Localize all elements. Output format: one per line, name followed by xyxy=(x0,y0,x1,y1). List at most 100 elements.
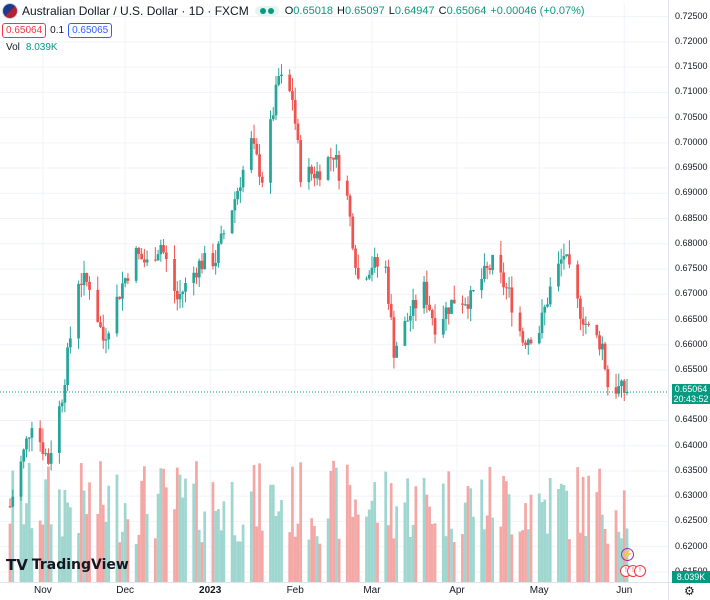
candle-body xyxy=(293,99,297,124)
volume-bar xyxy=(318,543,322,582)
candle-body xyxy=(504,287,508,289)
ohlc-high: H0.65097 xyxy=(337,5,385,17)
candle-body xyxy=(373,257,377,268)
candle-body xyxy=(334,154,338,160)
volume-bar xyxy=(44,479,48,582)
candle-body xyxy=(19,461,23,497)
candle-body xyxy=(461,303,464,305)
candle-body xyxy=(463,304,467,306)
candle-body xyxy=(422,281,426,309)
symbol-title[interactable]: Australian Dollar / U.S. Dollar · 1D · F… xyxy=(22,4,249,18)
candle-body xyxy=(296,123,300,141)
volume-bar xyxy=(85,514,89,582)
volume-bar xyxy=(60,536,64,582)
volume-bar xyxy=(584,536,588,582)
volume-bar xyxy=(376,522,379,582)
candle-body xyxy=(27,437,31,439)
buy-button[interactable]: 0.65065 xyxy=(68,22,113,38)
volume-bar xyxy=(504,481,508,582)
price-tick-label: 0.69500 xyxy=(675,162,708,173)
candle-body xyxy=(617,385,621,394)
candle-body xyxy=(622,380,626,393)
candle-body xyxy=(88,281,91,290)
candle-body xyxy=(236,191,239,200)
price-tick-label: 0.72000 xyxy=(675,35,708,46)
candle-body xyxy=(145,259,149,263)
volume-bar xyxy=(200,542,204,582)
flash-icon[interactable]: ⚡ xyxy=(621,548,634,561)
volume-bar xyxy=(488,466,492,582)
volume-bar xyxy=(66,502,69,582)
settings-gear-icon[interactable]: ⚙ xyxy=(684,584,695,598)
price-tick-label: 0.62000 xyxy=(675,540,708,551)
candle-body xyxy=(121,283,124,299)
volume-bar xyxy=(249,491,253,582)
sell-button[interactable]: 0.65064 xyxy=(2,22,47,38)
candle-body xyxy=(447,307,451,314)
volume-bar xyxy=(181,497,185,582)
volume-value: 8.039K xyxy=(25,42,58,53)
volume-bar xyxy=(219,530,223,582)
volume-bar xyxy=(101,504,105,582)
time-tick-label: Dec xyxy=(116,585,135,596)
price-tick-label: 0.66500 xyxy=(675,313,708,324)
volume-bar xyxy=(236,541,239,582)
candle-body xyxy=(384,266,388,268)
price-tick-label: 0.69000 xyxy=(675,187,708,198)
candle-body xyxy=(600,343,604,350)
volume-bar xyxy=(450,528,453,582)
candle-body xyxy=(118,296,122,299)
candle-body xyxy=(192,272,196,283)
volume-bar xyxy=(230,482,234,582)
volume-bar xyxy=(274,515,278,582)
price-tick-label: 0.67000 xyxy=(675,288,708,299)
candle-body xyxy=(315,171,319,179)
candle-body xyxy=(203,253,207,270)
event-icon[interactable]: ! xyxy=(634,565,646,577)
candle-body xyxy=(252,138,256,144)
candle-body xyxy=(77,283,80,339)
candle-body xyxy=(587,323,590,325)
candle-body xyxy=(178,293,182,300)
volume-bar xyxy=(41,524,45,582)
candle-body xyxy=(96,289,100,323)
volume-bar xyxy=(518,531,522,582)
candle-body xyxy=(197,260,201,278)
candle-body xyxy=(164,252,168,260)
candle-body xyxy=(238,187,242,192)
volume-bar xyxy=(49,524,53,582)
volume-bar xyxy=(25,503,28,582)
candle-body xyxy=(49,452,53,464)
price-tick-label: 0.70500 xyxy=(675,111,708,122)
spread-value: 0.1 xyxy=(50,24,65,36)
candle-body xyxy=(444,307,448,319)
volume-bar xyxy=(617,531,621,582)
candle-body xyxy=(258,154,261,177)
volume-bar xyxy=(581,476,585,582)
volume-bar xyxy=(565,490,569,582)
economic-events[interactable]: ! ! ! xyxy=(620,565,646,577)
candle-body xyxy=(307,166,311,183)
volume-bar xyxy=(159,468,163,582)
volume-bar xyxy=(175,467,179,582)
ohlc-close: C0.65064 xyxy=(438,5,487,17)
volume-bar xyxy=(134,543,138,582)
volume-bar xyxy=(156,493,160,582)
volume-legend[interactable]: Vol 8.039K xyxy=(6,42,58,53)
volume-bar xyxy=(433,523,437,582)
price-tick-label: 0.68500 xyxy=(675,212,708,223)
candle-body xyxy=(491,254,495,271)
market-status-badge[interactable] xyxy=(254,6,279,16)
price-tick-label: 0.64000 xyxy=(675,439,708,450)
volume-bar xyxy=(543,499,547,582)
volume-bar xyxy=(11,470,15,582)
volume-bar xyxy=(115,474,119,582)
volume-bar xyxy=(562,485,566,582)
volume-bar xyxy=(537,493,541,582)
candle-body xyxy=(41,442,45,455)
volume-bar xyxy=(406,478,409,582)
volume-bar xyxy=(414,486,418,582)
tradingview-logo[interactable]: TV TradingView xyxy=(6,556,129,574)
candle-body xyxy=(411,299,415,316)
